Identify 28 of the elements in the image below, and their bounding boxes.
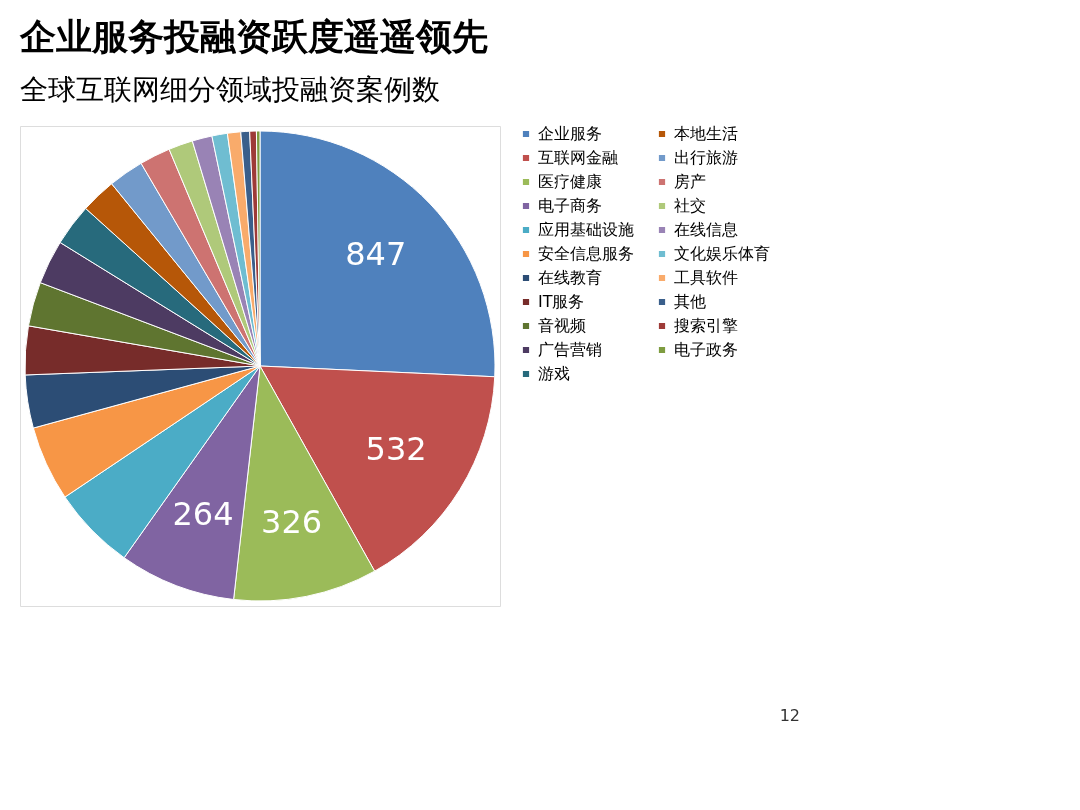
legend-label: 安全信息服务 [538,244,634,263]
chart-title: 企业服务投融资跃度遥遥领先 [19,16,488,57]
legend-label: 房产 [674,172,706,191]
legend-label: 搜索引擎 [674,316,738,335]
legend-label: 在线信息 [674,220,738,239]
legend-label: 广告营销 [538,340,602,359]
legend-label: 工具软件 [674,268,738,287]
legend-label: 游戏 [538,364,570,383]
legend-label: 在线教育 [538,268,602,287]
legend-label: 互联网金融 [538,148,618,167]
data-label: 326 [261,502,323,541]
chart-subtitle: 全球互联网细分领域投融资案例数 [20,73,440,106]
legend-label: 文化娱乐体育 [674,244,770,263]
legend-label: 企业服务 [538,124,602,143]
data-label: 847 [345,235,407,274]
legend-label: 本地生活 [674,124,738,143]
legend-label: 社交 [674,196,706,215]
legend-label: IT服务 [538,292,585,311]
legend-label: 电子商务 [538,196,602,215]
legend-label: 应用基础设施 [538,220,634,239]
legend-label: 出行旅游 [674,148,738,167]
data-label: 264 [172,495,234,534]
legend-label: 电子政务 [674,340,738,359]
legend-label: 音视频 [538,316,586,335]
legend-label: 其他 [674,292,706,311]
legend-label: 医疗健康 [538,172,602,191]
text: 12 [779,706,800,725]
data-label: 532 [365,430,427,469]
